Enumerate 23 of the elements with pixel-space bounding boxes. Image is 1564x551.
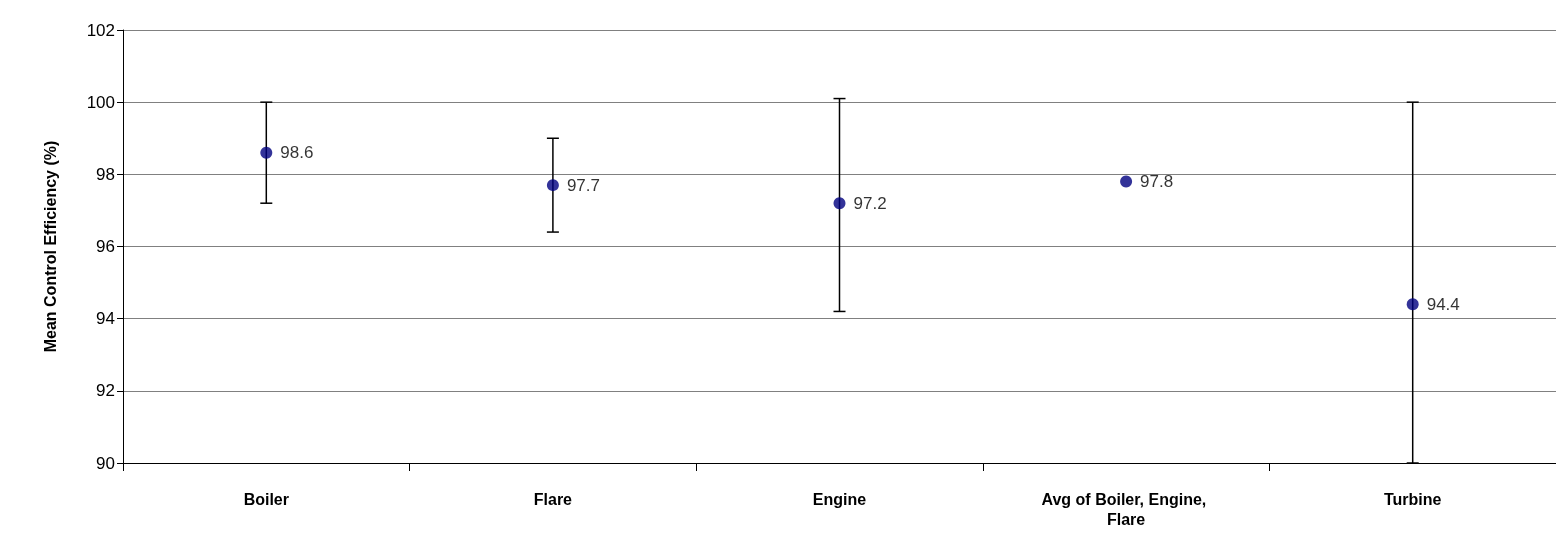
x-tick-label: Turbine bbox=[1383, 490, 1442, 508]
y-tick-label: 100 bbox=[86, 92, 115, 112]
y-tick-label: 98 bbox=[96, 164, 115, 184]
y-tick-label: 94 bbox=[96, 309, 115, 329]
y-tick-label: 102 bbox=[86, 20, 115, 40]
point bbox=[260, 146, 273, 159]
data-label: 97.8 bbox=[1140, 172, 1174, 192]
y-tick-label: 92 bbox=[96, 381, 115, 401]
data-label: 94.4 bbox=[1426, 294, 1460, 314]
x-tick-label: Boiler bbox=[243, 490, 289, 508]
point bbox=[546, 179, 559, 192]
y-axis-title: Mean Control Efficiency (%) bbox=[41, 140, 59, 353]
point bbox=[833, 197, 846, 210]
point bbox=[1120, 175, 1133, 188]
data-label: 97.7 bbox=[566, 175, 600, 195]
x-tick-label: Flare bbox=[533, 490, 573, 508]
y-tick-label: 96 bbox=[96, 237, 115, 256]
data-label: 97.2 bbox=[853, 193, 887, 213]
data-label: 98.6 bbox=[280, 143, 314, 163]
x-tick-label: Avg of Boiler, Engine, Flare bbox=[1041, 490, 1211, 528]
point bbox=[1406, 298, 1419, 311]
x-tick-label: Engine bbox=[812, 490, 867, 508]
y-tick-label: 90 bbox=[96, 453, 115, 473]
